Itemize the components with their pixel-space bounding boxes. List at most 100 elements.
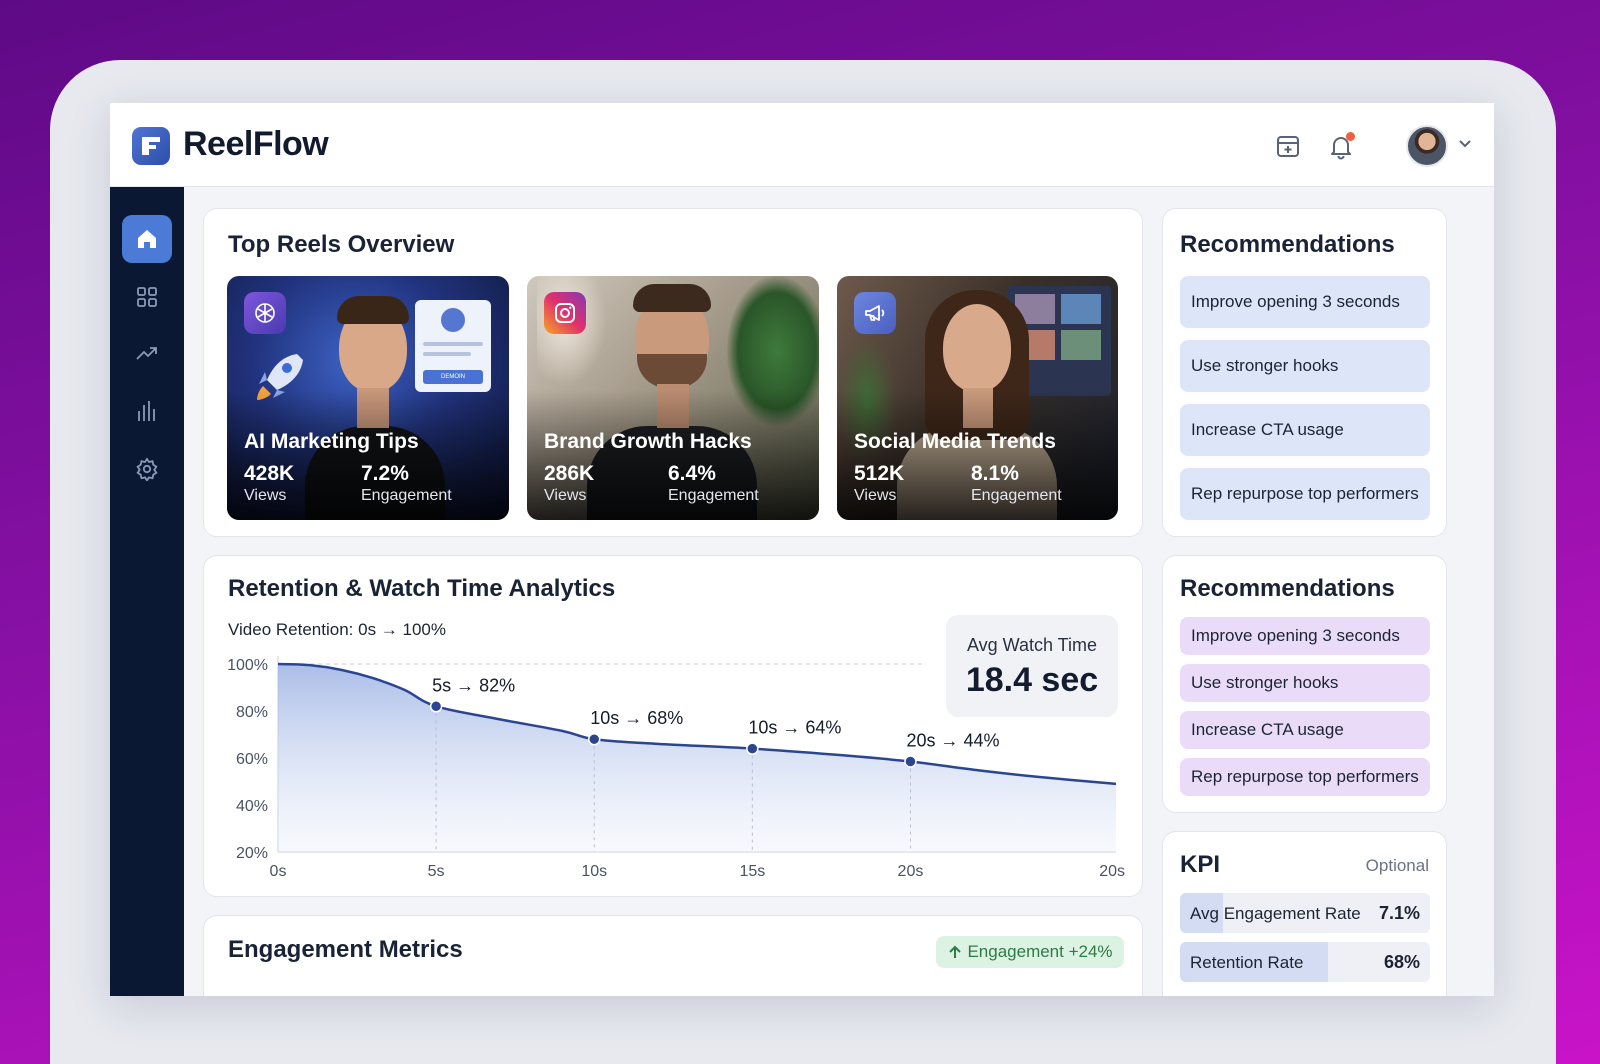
recommendation-item[interactable]: Increase CTA usage [1180, 711, 1430, 749]
avg-watch-time-label: Avg Watch Time [966, 635, 1098, 655]
grid-icon [137, 287, 157, 307]
views-label: Views [244, 487, 287, 504]
instagram-icon [544, 292, 586, 334]
point-label: 5s → 82% [432, 675, 515, 695]
reelflow-logo-icon [132, 127, 170, 165]
engagement-label: Engagement [668, 487, 759, 504]
engagement-label: Engagement [361, 487, 452, 504]
x-tick-label: 0s [270, 863, 287, 880]
retention-line [277, 662, 1117, 786]
arrow-up-icon [949, 945, 962, 958]
views-label: Views [854, 487, 897, 504]
calendar-add-icon[interactable] [1273, 131, 1303, 161]
recommendations-card: Recommendations Improve opening 3 second… [1162, 208, 1447, 537]
engagement-badge[interactable]: Engagement +24% [936, 936, 1124, 968]
kpi-progress-fill [1180, 942, 1328, 982]
recommendations-card-secondary: Recommendations Improve opening 3 second… [1162, 555, 1447, 813]
x-tick-label: 5s [428, 863, 445, 880]
retention-area [278, 664, 1116, 852]
reel-engagement: 7.2% [361, 462, 409, 485]
home-icon [138, 230, 156, 248]
retention-chart: 100% 80% 60% 40% 20%0s 5s 10s 15s 20s 20s 5s → 82%… [227, 656, 1125, 880]
bell-icon[interactable] [1326, 131, 1356, 161]
engagement-card: Engagement Metrics Engagement +24% [203, 915, 1143, 996]
engagement-title: Engagement Metrics [228, 936, 463, 963]
reel-card[interactable]: Brand Growth Hacks 286K 6.4% Views Engag… [527, 276, 819, 520]
retention-card: Retention & Watch Time Analytics Video R… [203, 555, 1143, 897]
y-tick-label: 20% [236, 845, 268, 862]
reel-engagement: 6.4% [668, 462, 716, 485]
retention-point [746, 742, 759, 755]
kpi-optional-label: Optional [1365, 856, 1429, 875]
bar-chart-icon [138, 401, 155, 421]
kpi-value: 68% [1383, 952, 1420, 972]
sidebar-item-grid[interactable] [122, 273, 172, 321]
kpi-label: Avg Engagement Rate [1190, 904, 1361, 923]
mock-button: DEMOIN [423, 370, 483, 384]
point-label: 10s → 64% [748, 718, 841, 738]
point-label: 10s → 68% [590, 708, 683, 728]
y-tick-label: 40% [236, 798, 268, 815]
recommendation-item[interactable]: Rep repurpose top performers [1180, 468, 1430, 520]
kpi-title: KPI [1180, 851, 1221, 878]
x-tick-label: 20s [898, 863, 924, 880]
avg-watch-time-value: 18.4 sec [965, 661, 1099, 699]
top-reels-card: Top Reels Overview DEMOIN [203, 208, 1143, 537]
kpi-card: KPI Optional Avg Engagement Rate 7.1% Re… [1162, 831, 1447, 996]
reel-title: Brand Growth Hacks [544, 430, 752, 453]
reel-card[interactable]: Social Media Trends 512K 8.1% Views Enga… [837, 276, 1118, 520]
top-reels-title: Top Reels Overview [228, 231, 455, 258]
recommendation-item[interactable]: Rep repurpose top performers [1180, 758, 1430, 796]
mock-profile-card: DEMOIN [415, 300, 491, 392]
recommendation-item[interactable]: Improve opening 3 seconds [1180, 617, 1430, 655]
reel-card[interactable]: DEMOIN AI Marketing Tips 428K 7.2% Views… [227, 276, 509, 520]
recommendations-title: Recommendations [1180, 231, 1395, 258]
retention-title: Retention & Watch Time Analytics [228, 575, 616, 602]
kpi-value: 7.1% [1378, 903, 1420, 923]
kpi-label: Retention Rate [1190, 953, 1304, 972]
reel-views: 286K [544, 462, 595, 485]
gear-icon [136, 457, 158, 481]
sidebar [110, 187, 184, 996]
avg-watch-time-box: Avg Watch Time 18.4 sec [946, 615, 1118, 717]
chevron-down-icon[interactable] [1456, 134, 1474, 152]
retention-point [904, 755, 917, 768]
sidebar-item-settings[interactable] [122, 445, 172, 493]
app-window: ReelFlow Top Reels Overview [110, 103, 1494, 996]
top-bar: ReelFlow [110, 103, 1494, 187]
megaphone-icon [854, 292, 896, 334]
views-label: Views [544, 487, 587, 504]
retention-subtitle: Video Retention: 0s → 100% [228, 620, 446, 639]
point-label: 20s → 44% [906, 731, 999, 751]
x-tick-label: 20s [1099, 863, 1125, 880]
openai-icon [244, 292, 286, 334]
x-tick-label: 10s [581, 863, 607, 880]
reel-engagement: 8.1% [971, 462, 1019, 485]
recommendation-item[interactable]: Increase CTA usage [1180, 404, 1430, 456]
retention-point [587, 732, 601, 746]
engagement-label: Engagement [971, 487, 1062, 504]
recommendations-title: Recommendations [1180, 575, 1395, 602]
kpi-row: Avg Engagement Rate 7.1% [1180, 893, 1430, 933]
retention-point [429, 700, 443, 713]
app-name[interactable]: ReelFlow [183, 125, 329, 163]
kpi-row: Retention Rate 68% [1180, 942, 1430, 982]
y-tick-label: 100% [227, 657, 268, 674]
sidebar-item-home[interactable] [122, 215, 172, 263]
sidebar-item-trends[interactable] [122, 329, 172, 377]
engagement-badge-label: Engagement +24% [967, 942, 1113, 961]
y-tick-label: 60% [236, 751, 268, 768]
recommendation-item[interactable]: Improve opening 3 seconds [1180, 276, 1430, 328]
trend-icon [136, 347, 157, 360]
reel-title: Social Media Trends [854, 430, 1056, 453]
sidebar-item-analytics[interactable] [122, 387, 172, 435]
y-tick-label: 80% [236, 704, 268, 721]
recommendation-item[interactable]: Use stronger hooks [1180, 340, 1430, 392]
x-tick-label: 15s [739, 863, 765, 880]
recommendation-item[interactable]: Use stronger hooks [1180, 664, 1430, 702]
reel-views: 512K [854, 462, 905, 485]
reel-views: 428K [244, 462, 295, 485]
reel-title: AI Marketing Tips [244, 430, 419, 453]
avatar[interactable] [1406, 125, 1448, 167]
kpi-progress-fill [1180, 893, 1223, 933]
